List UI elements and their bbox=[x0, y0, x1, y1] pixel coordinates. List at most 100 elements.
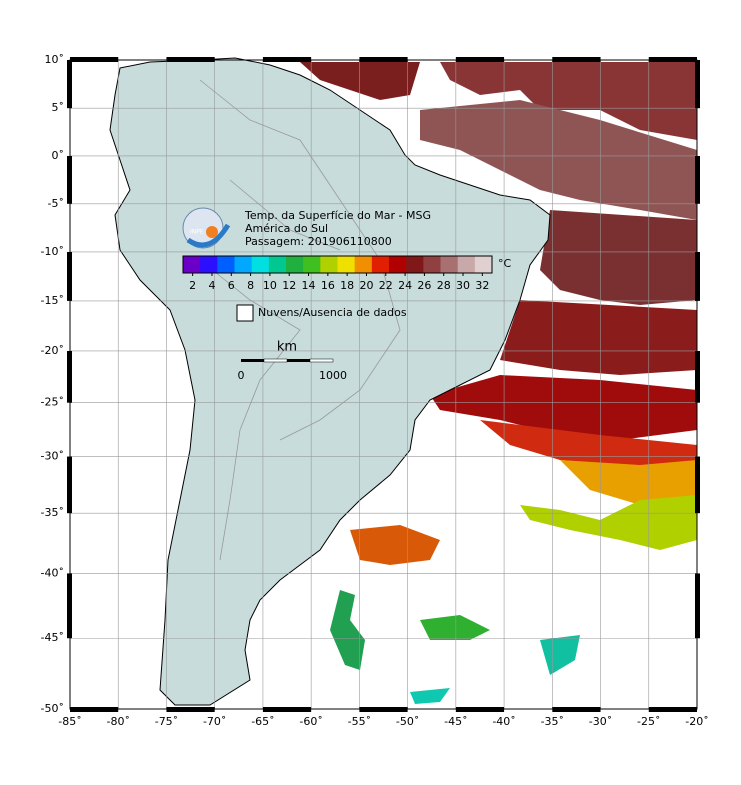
colorbar-tick-label: 16 bbox=[321, 279, 335, 292]
colorbar-tick-label: 24 bbox=[398, 279, 412, 292]
colorbar-unit: °C bbox=[498, 257, 512, 270]
frame-bar bbox=[695, 155, 700, 204]
colorbar-segment bbox=[474, 256, 493, 273]
colorbar-tick-label: 32 bbox=[475, 279, 489, 292]
frame-bar bbox=[695, 573, 700, 639]
y-tick-label: -10˚ bbox=[41, 245, 64, 258]
x-tick-label: -75˚ bbox=[155, 715, 178, 728]
frame-bar bbox=[695, 350, 700, 403]
frame-bar bbox=[262, 707, 312, 712]
sst-patch bbox=[480, 420, 697, 470]
colorbar-segment bbox=[303, 256, 321, 273]
y-tick-label: 5˚ bbox=[52, 101, 65, 114]
no-data-label: Nuvens/Ausencia de dados bbox=[258, 306, 407, 319]
frame-bar bbox=[359, 707, 408, 712]
frame-bar bbox=[67, 573, 72, 639]
x-tick-label: -20˚ bbox=[685, 715, 708, 728]
y-tick-label: -35˚ bbox=[41, 506, 64, 519]
colorbar-tick-label: 6 bbox=[228, 279, 235, 292]
y-tick-label: -5˚ bbox=[48, 197, 64, 210]
scale-unit: km bbox=[277, 340, 297, 355]
colorbar-segment bbox=[423, 256, 441, 273]
region: América do Sul bbox=[245, 222, 328, 235]
logo-swoosh bbox=[186, 223, 231, 248]
frame-bar bbox=[695, 251, 700, 301]
colorbar-segment bbox=[217, 256, 235, 273]
no-data-swatch bbox=[236, 304, 254, 322]
colorbar-segment bbox=[457, 256, 476, 273]
sst-patch bbox=[520, 495, 697, 550]
logo-dot bbox=[206, 226, 218, 238]
y-tick-label: -40˚ bbox=[41, 566, 64, 579]
x-tick-label: -45˚ bbox=[444, 715, 467, 728]
frame-bar bbox=[262, 57, 312, 62]
sst-patch bbox=[500, 300, 697, 375]
scale-bar-segment bbox=[309, 358, 334, 363]
colorbar-segment bbox=[440, 256, 459, 273]
y-tick-label: -50˚ bbox=[41, 702, 64, 715]
x-tick-label: -85˚ bbox=[58, 715, 81, 728]
y-tick-label: -15˚ bbox=[41, 294, 64, 307]
scale-end: 1000 bbox=[319, 369, 347, 382]
colorbar-tick-label: 12 bbox=[282, 279, 296, 292]
colorbar-tick-label: 22 bbox=[379, 279, 393, 292]
colorbar-segment bbox=[389, 256, 407, 273]
scale-bar-segment bbox=[263, 358, 288, 363]
sst-patch bbox=[410, 688, 450, 704]
sst-patch bbox=[330, 590, 365, 670]
frame-bar bbox=[70, 707, 119, 712]
frame-bar bbox=[552, 707, 601, 712]
x-tick-label: -50˚ bbox=[396, 715, 419, 728]
frame-bar bbox=[67, 350, 72, 403]
title: Temp. da Superfície do Mar - MSG bbox=[244, 209, 431, 222]
scale-start: 0 bbox=[238, 369, 245, 382]
sst-patch bbox=[540, 210, 697, 305]
colorbar-segment bbox=[337, 256, 356, 273]
frame-bar bbox=[67, 251, 72, 301]
frame-bar bbox=[67, 155, 72, 204]
colorbar-tick-label: 28 bbox=[437, 279, 451, 292]
colorbar-segment bbox=[371, 256, 390, 273]
colorbar-tick-label: 14 bbox=[302, 279, 316, 292]
x-tick-label: -70˚ bbox=[203, 715, 226, 728]
sst-patch bbox=[430, 375, 697, 440]
colorbar-segment bbox=[234, 256, 253, 273]
legend: INPE Temp. da Superfície do Mar - MSG Am… bbox=[182, 207, 512, 382]
colorbar: 2 4 6 8 10 12 14 16 18 20 22 24 26 28 30 32 bbox=[182, 255, 493, 292]
logo bbox=[182, 207, 224, 249]
colorbar-tick-label: 30 bbox=[456, 279, 470, 292]
colorbar-segment bbox=[251, 256, 270, 273]
colorbar-segment bbox=[183, 256, 201, 273]
colorbar-segment bbox=[200, 256, 218, 273]
colorbar-tick-label: 4 bbox=[208, 279, 215, 292]
x-tick-label: -80˚ bbox=[106, 715, 129, 728]
x-tick-label: -40˚ bbox=[492, 715, 515, 728]
colorbar-segment bbox=[406, 256, 424, 273]
frame-bar bbox=[166, 707, 215, 712]
frame-bar bbox=[67, 456, 72, 514]
frame-bar bbox=[359, 57, 408, 62]
colorbar-frame bbox=[182, 255, 493, 274]
x-tick-label: -65˚ bbox=[251, 715, 274, 728]
colorbar-tick-label: 8 bbox=[247, 279, 254, 292]
y-tick-label: -45˚ bbox=[41, 631, 64, 644]
frame-bar bbox=[166, 57, 215, 62]
colorbar-tick-label: 26 bbox=[417, 279, 431, 292]
map-area bbox=[69, 57, 698, 710]
y-tick-label: -25˚ bbox=[41, 396, 64, 409]
frame-bar bbox=[70, 57, 119, 62]
colorbar-segment bbox=[320, 256, 338, 273]
y-tick-label: -20˚ bbox=[41, 344, 64, 357]
colorbar-tick-label: 2 bbox=[189, 279, 196, 292]
frame-bar bbox=[455, 707, 505, 712]
sst-patch bbox=[420, 100, 697, 220]
colorbar-tick-label: 20 bbox=[359, 279, 373, 292]
y-tick-label: 10˚ bbox=[45, 53, 65, 66]
x-tick-label: -60˚ bbox=[299, 715, 322, 728]
colorbar-tick-label: 10 bbox=[263, 279, 277, 292]
x-tick-label: -25˚ bbox=[637, 715, 660, 728]
y-tick-label: 0˚ bbox=[52, 149, 65, 162]
x-tick-label: -35˚ bbox=[541, 715, 564, 728]
frame-bar bbox=[648, 57, 697, 62]
